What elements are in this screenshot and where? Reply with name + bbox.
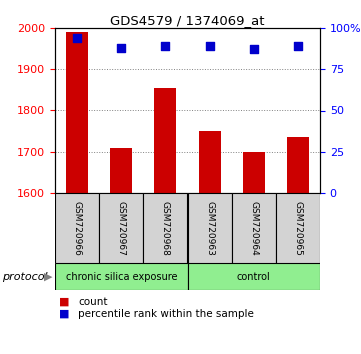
Bar — [276, 193, 320, 263]
Text: count: count — [78, 297, 108, 307]
Bar — [99, 193, 143, 263]
Text: ▶: ▶ — [44, 272, 52, 281]
Bar — [287, 137, 309, 193]
Point — [207, 43, 213, 49]
Bar — [187, 193, 232, 263]
Text: GSM720963: GSM720963 — [205, 201, 214, 256]
Text: protocol: protocol — [2, 272, 47, 281]
Point — [295, 43, 301, 49]
Text: chronic silica exposure: chronic silica exposure — [65, 272, 177, 281]
Text: GSM720967: GSM720967 — [117, 201, 126, 256]
Point — [118, 45, 124, 51]
Bar — [199, 131, 221, 193]
Bar — [66, 32, 88, 193]
Point — [251, 47, 257, 52]
Title: GDS4579 / 1374069_at: GDS4579 / 1374069_at — [110, 14, 265, 27]
Text: GSM720966: GSM720966 — [73, 201, 82, 256]
Text: GSM720965: GSM720965 — [293, 201, 303, 256]
Text: GSM720968: GSM720968 — [161, 201, 170, 256]
Bar — [155, 88, 177, 193]
Bar — [55, 263, 187, 290]
Bar — [143, 193, 187, 263]
Point — [74, 35, 80, 41]
Point — [162, 43, 168, 49]
Text: control: control — [237, 272, 271, 281]
Bar — [110, 148, 132, 193]
Bar — [55, 193, 99, 263]
Text: ■: ■ — [58, 297, 69, 307]
Bar — [187, 263, 320, 290]
Text: percentile rank within the sample: percentile rank within the sample — [78, 309, 255, 319]
Text: ■: ■ — [58, 309, 69, 319]
Text: GSM720964: GSM720964 — [249, 201, 258, 255]
Bar — [232, 193, 276, 263]
Bar — [243, 152, 265, 193]
